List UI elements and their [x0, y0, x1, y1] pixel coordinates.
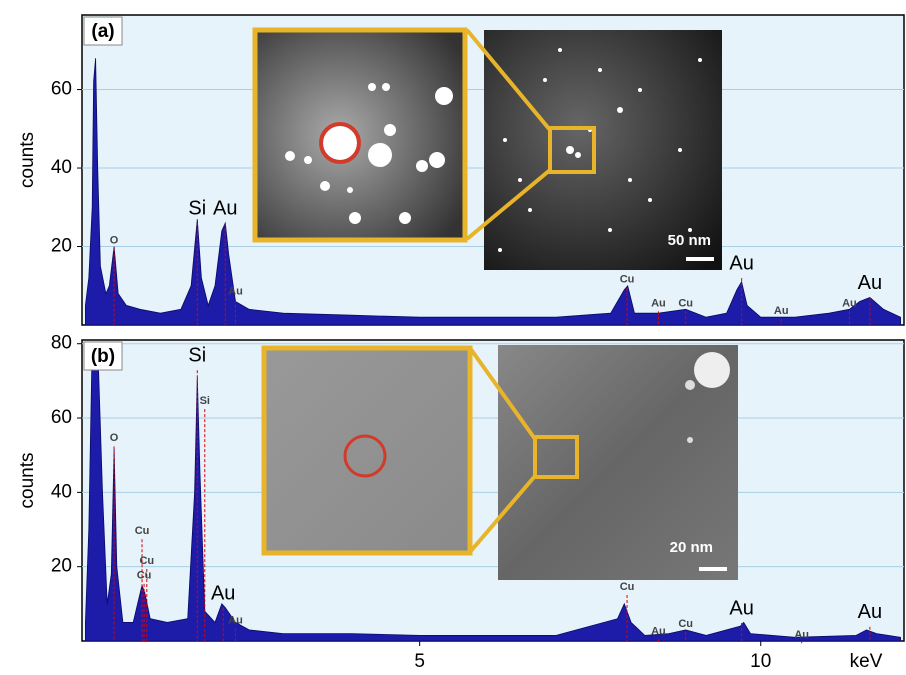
- figure: 204060countsOSiAuAuCuAuCuAuAuAuAu(a)2040…: [0, 0, 906, 675]
- y-axis-label: counts: [17, 132, 38, 188]
- y-tick-label: 20: [51, 556, 72, 577]
- panel-label: (a): [91, 21, 114, 42]
- particle: [694, 352, 730, 388]
- zoom-image: [255, 30, 465, 240]
- particle: [685, 380, 695, 390]
- y-tick-label: 60: [51, 407, 72, 428]
- peak-label: Au: [651, 297, 666, 309]
- peak-label: Au: [858, 601, 882, 623]
- peak-label: Cu: [135, 525, 150, 537]
- peak-label: Au: [858, 272, 882, 294]
- y-axis-label: counts: [17, 453, 38, 509]
- peak-label: Si: [188, 345, 206, 367]
- panel-label: (b): [91, 346, 115, 367]
- peak-label: Au: [228, 286, 243, 298]
- particle: [687, 437, 693, 443]
- x-tick-label: 10: [750, 651, 771, 672]
- y-tick-label: 80: [51, 333, 72, 354]
- x-axis-label: keV: [850, 651, 883, 672]
- peak-label: Au: [651, 625, 666, 637]
- scale-bar-label: 50 nm: [668, 232, 711, 249]
- scale-bar: [699, 567, 727, 571]
- y-tick-label: 20: [51, 236, 72, 257]
- peak-label: Au: [794, 629, 809, 641]
- zoom-image: [264, 348, 470, 553]
- y-tick-label: 40: [51, 157, 72, 178]
- peak-label: O: [110, 235, 119, 247]
- peak-label: Au: [211, 582, 235, 604]
- peak-label: Cu: [678, 618, 693, 630]
- plot-area: [82, 340, 904, 641]
- peak-label: Au: [774, 305, 789, 317]
- peak-label: Si: [188, 197, 206, 219]
- x-tick-label: 5: [414, 651, 425, 672]
- peak-label: Cu: [620, 581, 635, 593]
- peak-label: Au: [729, 597, 753, 619]
- peak-label: Cu: [620, 274, 635, 286]
- peak-label: Cu: [139, 555, 154, 567]
- peak-label: Au: [228, 614, 243, 626]
- peak-label: Au: [213, 197, 237, 219]
- scale-bar-label: 20 nm: [670, 539, 713, 556]
- y-tick-label: 60: [51, 79, 72, 100]
- peak-label: Cu: [137, 570, 152, 582]
- peak-label: Si: [200, 395, 210, 407]
- y-tick-label: 40: [51, 481, 72, 502]
- peak-label: Au: [729, 252, 753, 274]
- peak-label: Cu: [678, 297, 693, 309]
- peak-label: O: [110, 432, 119, 444]
- scale-bar: [686, 257, 714, 261]
- peak-label: Au: [842, 297, 857, 309]
